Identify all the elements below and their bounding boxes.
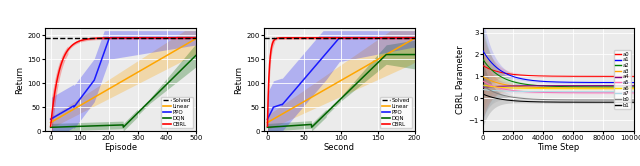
Legend: a0, a1, a2, a3, a4, a5, a6, a7, b0, b1: a0, a1, a2, a3, a4, a5, a6, a7, b0, b1 [614,50,631,109]
X-axis label: Episode: Episode [104,143,137,152]
X-axis label: Second: Second [324,143,355,152]
Y-axis label: CBRL Parameter: CBRL Parameter [456,45,465,114]
Y-axis label: Return: Return [15,66,24,94]
Legend: Solved, Linear, PPO, DQN, CBRL: Solved, Linear, PPO, DQN, CBRL [380,97,412,128]
Y-axis label: Return: Return [234,66,243,94]
Legend: Solved, Linear, PPO, DQN, CBRL: Solved, Linear, PPO, DQN, CBRL [161,97,193,128]
X-axis label: Time Step: Time Step [537,143,579,152]
